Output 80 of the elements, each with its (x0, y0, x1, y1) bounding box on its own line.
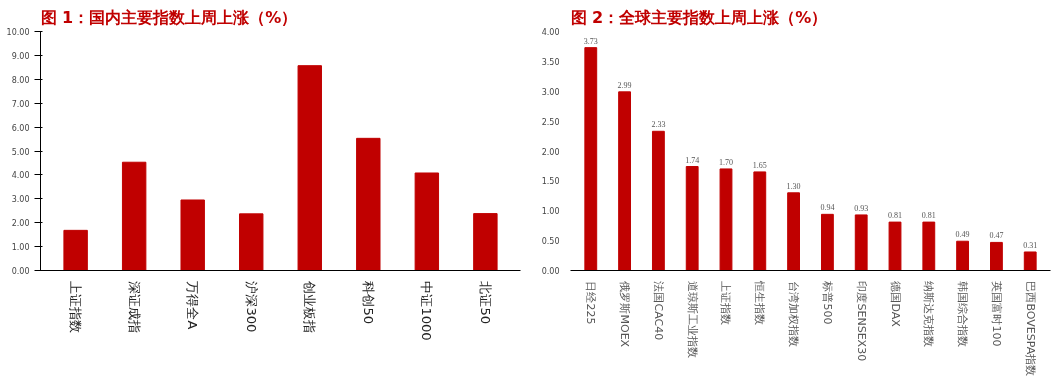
x-tick-label: 科创50 (360, 281, 376, 325)
x-tick-label: 中证1000 (419, 281, 435, 341)
bar (239, 213, 264, 271)
data-label: 2.33 (651, 120, 666, 130)
data-label: 1.30 (786, 181, 801, 191)
x-tick-label: 俄罗斯MOEX (618, 281, 632, 348)
bar (297, 65, 322, 271)
data-label: 3.73 (583, 36, 598, 46)
x-tick-label: 纳斯达克指数 (922, 281, 936, 348)
bar (820, 213, 834, 271)
data-label: 0.81 (921, 211, 936, 221)
x-tick-label: 深证成指 (126, 281, 142, 334)
data-label: 2.99 (617, 80, 632, 90)
data-label: 1.70 (718, 157, 733, 167)
x-tick-label: 创业板指 (302, 281, 318, 334)
bar (753, 171, 767, 271)
bar (719, 168, 733, 271)
x-tick-label: 德国DAX (888, 281, 902, 328)
data-label: 0.94 (820, 203, 835, 213)
x-tick-label: 恒生指数 (753, 280, 767, 326)
y-tick-label: 8.00 (11, 75, 30, 85)
bar (473, 213, 498, 271)
bar (685, 166, 699, 271)
bar (922, 221, 936, 271)
y-tick-label: 5.00 (11, 147, 30, 157)
x-tick-label: 英国富时100 (989, 281, 1003, 347)
x-tick-label: 沪深300 (243, 281, 259, 333)
x-tick-label: 上证指数 (719, 281, 733, 326)
y-tick-label: 2.00 (11, 219, 30, 229)
y-tick-label: 3.50 (541, 57, 560, 67)
bar (990, 241, 1003, 271)
y-tick-label: 9.00 (11, 51, 30, 61)
data-label: 1.65 (752, 160, 767, 170)
x-tick-label: 万得全A (185, 281, 201, 330)
bar (121, 161, 147, 271)
y-tick-label: 6.00 (11, 123, 30, 133)
y-tick-label: 10.00 (6, 28, 30, 37)
x-tick-label: 巴西BOVESPA指数 (1023, 281, 1037, 377)
y-tick-label: 0.50 (541, 237, 560, 247)
data-label: 1.74 (685, 155, 700, 165)
x-tick-label: 道琼斯工业指数 (685, 281, 699, 359)
bar (956, 240, 970, 271)
data-label: 0.93 (854, 203, 869, 213)
y-tick-label: 2.50 (541, 117, 560, 127)
y-tick-label: 4.00 (541, 28, 560, 37)
data-label: 0.31 (1023, 240, 1038, 250)
x-tick-label: 标普500 (820, 280, 834, 325)
bar (888, 221, 902, 271)
y-tick-label: 0.00 (541, 267, 560, 276)
data-label: 0.81 (888, 211, 903, 221)
data-label: 0.49 (955, 230, 970, 240)
bar (854, 214, 868, 271)
bar (1023, 251, 1037, 271)
y-tick-label: 3.00 (11, 195, 30, 205)
data-label: 0.47 (989, 231, 1004, 241)
bar (356, 137, 381, 271)
y-tick-label: 1.00 (541, 207, 560, 217)
y-tick-label: 2.00 (541, 147, 560, 157)
y-tick-label: 1.50 (541, 177, 560, 187)
bar (651, 130, 665, 271)
x-tick-label: 上证指数 (68, 281, 84, 334)
chart-title: 图 2：全球主要指数上周上涨（%） (570, 7, 828, 27)
x-tick-label: 北证50 (477, 281, 493, 325)
y-tick-label: 0.00 (11, 267, 30, 276)
bar (584, 47, 598, 271)
bar (63, 229, 88, 271)
bar (414, 172, 440, 271)
x-tick-label: 韩国综合指数 (956, 281, 970, 348)
x-tick-label: 台湾加权指数 (787, 281, 801, 348)
y-tick-label: 1.00 (11, 243, 30, 253)
chart-title: 图 1：国内主要指数上周上涨（%） (40, 7, 298, 27)
bar (180, 199, 205, 271)
x-tick-label: 印度SENSEX30 (854, 281, 868, 362)
y-tick-label: 4.00 (11, 171, 30, 181)
y-tick-label: 7.00 (11, 99, 30, 109)
bar (787, 192, 801, 271)
x-tick-label: 日经225 (584, 281, 598, 325)
x-tick-label: 法国CAC40 (651, 281, 665, 341)
bar (618, 91, 631, 271)
y-tick-label: 3.00 (541, 87, 560, 97)
